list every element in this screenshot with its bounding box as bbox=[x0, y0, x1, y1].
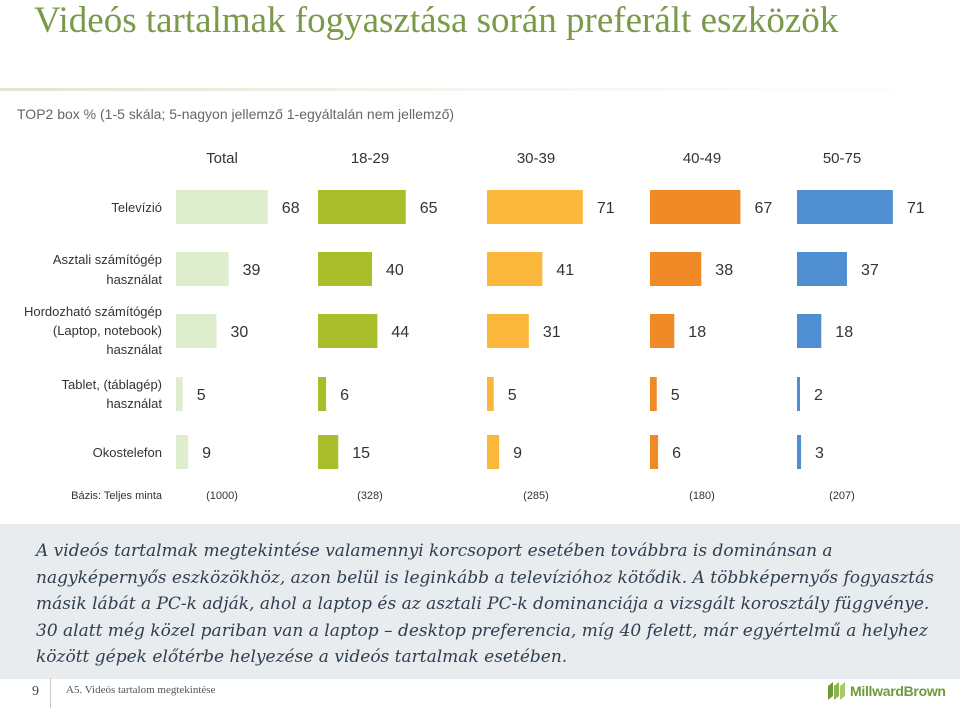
bar-2-3 bbox=[487, 377, 494, 411]
value-label-1-4: 15 bbox=[352, 445, 370, 462]
bar-4-0 bbox=[797, 190, 893, 224]
brand-logo: MillwardBrown bbox=[826, 678, 952, 704]
bar-0-4 bbox=[176, 435, 189, 469]
value-label-4-2: 18 bbox=[835, 324, 853, 341]
value-label-1-2: 44 bbox=[391, 324, 409, 341]
bar-2-0 bbox=[487, 190, 583, 224]
base-value-4: (207) bbox=[829, 490, 855, 502]
footer-divider bbox=[50, 678, 51, 708]
bar-4-2 bbox=[797, 314, 822, 348]
bar-1-3 bbox=[318, 377, 327, 411]
bar-3-0 bbox=[650, 190, 741, 224]
base-value-3: (180) bbox=[689, 490, 715, 502]
value-label-3-2: 18 bbox=[688, 324, 706, 341]
bar-2-2 bbox=[487, 314, 529, 348]
bar-4-1 bbox=[797, 252, 847, 286]
value-label-4-4: 3 bbox=[815, 445, 824, 462]
value-label-1-3: 6 bbox=[340, 387, 349, 404]
value-label-0-0: 68 bbox=[282, 200, 300, 217]
bar-4-3 bbox=[797, 377, 800, 411]
bar-1-4 bbox=[318, 435, 339, 469]
bar-0-2 bbox=[176, 314, 217, 348]
value-label-4-3: 2 bbox=[814, 387, 823, 404]
category-label-0: Televízió bbox=[111, 200, 162, 215]
commentary-text: A videós tartalmak megtekintése valamenn… bbox=[36, 541, 934, 667]
value-label-1-0: 65 bbox=[420, 200, 438, 217]
millwardbrown-logo-icon bbox=[828, 682, 845, 700]
base-value-2: (285) bbox=[523, 490, 549, 502]
value-label-0-1: 39 bbox=[243, 262, 261, 279]
value-label-4-1: 37 bbox=[861, 262, 879, 279]
value-label-3-3: 5 bbox=[671, 387, 680, 404]
group-header-0: Total bbox=[206, 150, 238, 167]
value-label-2-2: 31 bbox=[543, 324, 561, 341]
title-divider bbox=[0, 88, 960, 91]
value-label-0-3: 5 bbox=[197, 387, 206, 404]
brand-name: MillwardBrown bbox=[850, 683, 946, 699]
commentary-box: A videós tartalmak megtekintése valamenn… bbox=[0, 524, 960, 679]
group-header-4: 50-75 bbox=[823, 150, 861, 167]
category-label-3: Tablet, (táblagép) használat bbox=[62, 377, 163, 411]
bar-0-0 bbox=[176, 190, 268, 224]
bar-3-3 bbox=[650, 377, 657, 411]
group-header-2: 30-39 bbox=[517, 150, 555, 167]
bar-0-1 bbox=[176, 252, 229, 286]
value-label-3-4: 6 bbox=[672, 445, 681, 462]
bar-4-4 bbox=[797, 435, 802, 469]
bar-0-3 bbox=[176, 377, 183, 411]
bar-1-1 bbox=[318, 252, 372, 286]
bar-2-4 bbox=[487, 435, 500, 469]
base-value-1: (328) bbox=[357, 490, 383, 502]
chart-subtitle: TOP2 box % (1-5 skála; 5-nagyon jellemző… bbox=[17, 106, 455, 122]
bar-1-0 bbox=[318, 190, 406, 224]
group-header-3: 40-49 bbox=[683, 150, 721, 167]
page-title: Videós tartalmak fogyasztása során prefe… bbox=[34, 0, 839, 41]
category-label-1: Asztali számítógép használat bbox=[53, 252, 162, 287]
bar-1-2 bbox=[318, 314, 378, 348]
bar-2-1 bbox=[487, 252, 543, 286]
base-value-0: (1000) bbox=[206, 490, 238, 502]
bar-chart: Total 18-29 30-39 40-49 50-75 Televízió Asztal… bbox=[24, 150, 925, 502]
category-label-4: Okostelefon bbox=[93, 445, 162, 460]
value-label-2-1: 41 bbox=[556, 262, 574, 279]
value-label-2-3: 5 bbox=[508, 387, 517, 404]
value-label-4-0: 71 bbox=[907, 200, 925, 217]
group-header-1: 18-29 bbox=[351, 150, 389, 167]
bar-3-4 bbox=[650, 435, 659, 469]
bar-3-2 bbox=[650, 314, 675, 348]
value-label-2-4: 9 bbox=[513, 445, 522, 462]
value-label-0-4: 9 bbox=[202, 445, 211, 462]
value-label-3-1: 38 bbox=[715, 262, 733, 279]
footer-section-label: A5. Videós tartalom megtekintése bbox=[66, 684, 216, 696]
base-label: Bázis: Teljes minta bbox=[71, 490, 163, 502]
value-label-2-0: 71 bbox=[597, 200, 615, 217]
bar-3-1 bbox=[650, 252, 702, 286]
page-number: 9 bbox=[32, 684, 39, 699]
value-label-1-1: 40 bbox=[386, 262, 404, 279]
value-label-0-2: 30 bbox=[231, 324, 249, 341]
value-label-3-0: 67 bbox=[754, 200, 772, 217]
category-label-2: Hordozható számítógép (Laptop, notebook) h… bbox=[24, 304, 162, 357]
